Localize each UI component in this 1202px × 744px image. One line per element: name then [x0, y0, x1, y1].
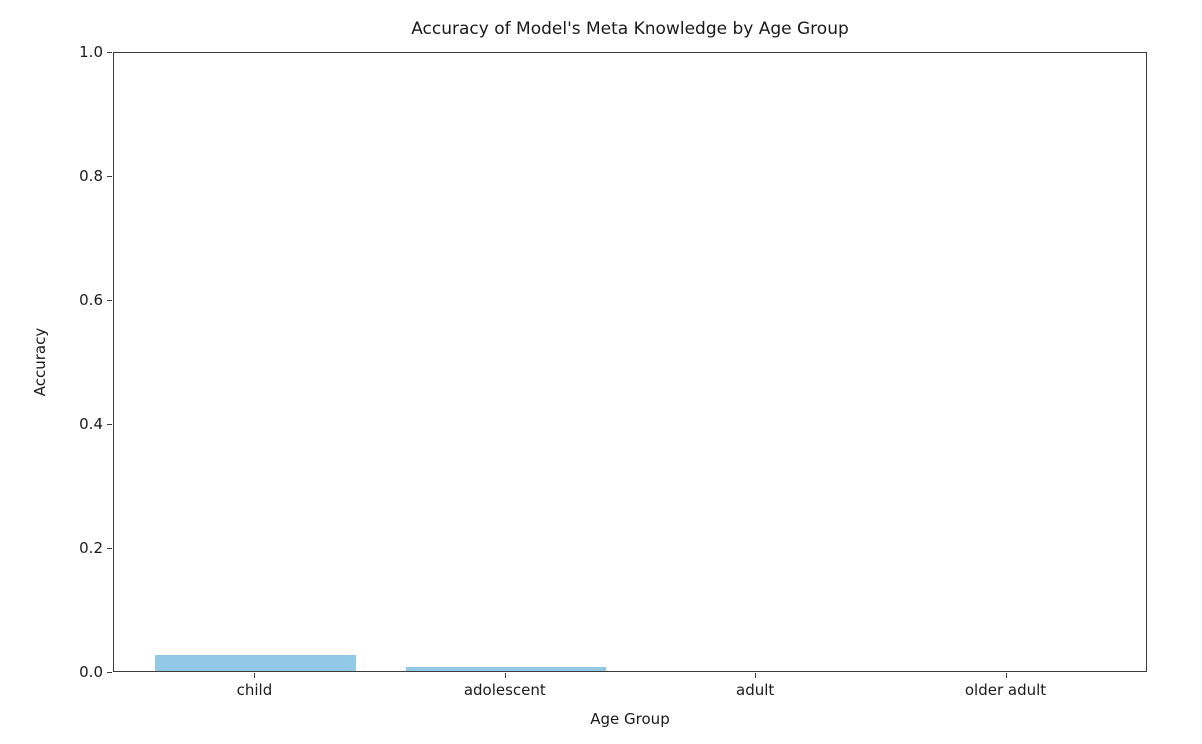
- x-tick-mark: [254, 673, 256, 678]
- x-tick-label: adolescent: [463, 681, 546, 699]
- y-tick-label: 0.0: [79, 663, 103, 681]
- y-tick-mark: [107, 52, 112, 53]
- y-axis-label: Accuracy: [31, 327, 49, 397]
- y-tick-label: 0.8: [79, 167, 103, 185]
- y-tick-label: 0.4: [79, 415, 103, 433]
- y-tick-label: 0.6: [79, 291, 103, 309]
- x-tick-mark: [504, 673, 506, 678]
- x-axis-label: Age Group: [590, 710, 670, 728]
- x-tick-mark: [755, 673, 757, 678]
- bar-adolescent: [405, 666, 606, 671]
- chart-title: Accuracy of Model's Meta Knowledge by Ag…: [411, 19, 849, 39]
- x-tick-label: adult: [736, 681, 775, 699]
- y-tick-mark: [107, 424, 112, 425]
- x-tick-mark: [1005, 673, 1007, 678]
- y-tick-mark: [107, 548, 112, 549]
- bar-child: [155, 654, 356, 671]
- y-tick-label: 0.2: [79, 539, 103, 557]
- y-tick-mark: [107, 300, 112, 301]
- plot-area: [113, 52, 1147, 672]
- y-tick-label: 1.0: [79, 43, 103, 61]
- y-tick-mark: [107, 176, 112, 177]
- x-tick-label: older adult: [964, 681, 1047, 699]
- y-tick-mark: [107, 672, 112, 673]
- x-tick-label: child: [236, 681, 273, 699]
